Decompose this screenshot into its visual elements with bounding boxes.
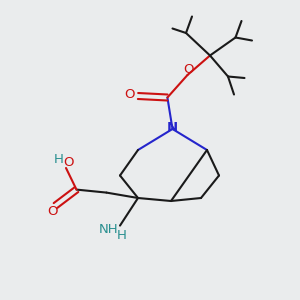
Text: O: O [47, 205, 58, 218]
Text: N: N [167, 121, 178, 134]
Text: NH: NH [99, 223, 118, 236]
Text: O: O [184, 63, 194, 76]
Text: O: O [63, 156, 74, 169]
Text: H: H [54, 153, 63, 166]
Text: O: O [124, 88, 134, 101]
Text: H: H [117, 229, 126, 242]
